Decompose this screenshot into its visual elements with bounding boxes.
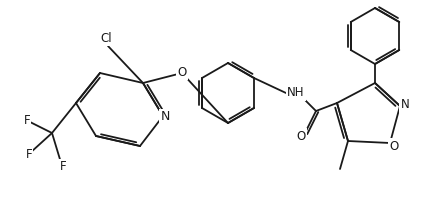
Text: N: N	[160, 110, 170, 124]
Text: F: F	[60, 160, 66, 173]
Text: Cl: Cl	[100, 32, 112, 44]
Text: O: O	[390, 139, 398, 152]
Text: NH: NH	[287, 86, 305, 99]
Text: N: N	[401, 99, 409, 112]
Text: F: F	[24, 114, 30, 126]
Text: O: O	[177, 65, 187, 78]
Text: O: O	[297, 130, 306, 143]
Text: F: F	[26, 147, 32, 160]
